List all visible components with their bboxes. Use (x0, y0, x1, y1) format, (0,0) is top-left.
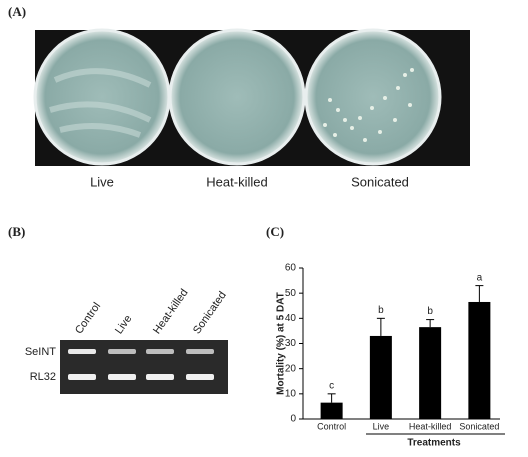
lane-label: Sonicated (191, 289, 229, 336)
band (68, 349, 96, 354)
error-bar (475, 285, 484, 302)
plate-label: Live (90, 174, 114, 189)
x-tick-label: Sonicated (459, 421, 499, 431)
gel (60, 340, 228, 394)
significance-letter: a (477, 272, 483, 283)
significance-letter: c (329, 380, 334, 391)
panel-label: (B) (8, 224, 25, 239)
colonies (323, 68, 414, 142)
bar (320, 402, 343, 419)
panel-label: (C) (266, 224, 284, 239)
band (146, 349, 174, 354)
error-bar (376, 317, 385, 336)
plate (304, 28, 442, 166)
y-tick-label: 20 (285, 363, 297, 374)
x-tick-label: Heat-killed (409, 421, 452, 431)
x-axis-label: Treatments (407, 438, 461, 449)
error-bar (426, 319, 435, 328)
row-label: SeINT (25, 346, 56, 358)
bar (468, 301, 491, 419)
lane-label: Heat-killed (151, 287, 191, 336)
y-axis-label: Mortality (%) at 5 DAT (276, 292, 287, 395)
bar (419, 327, 442, 419)
row-label: RL32 (30, 371, 56, 383)
plate (168, 28, 306, 166)
band (68, 374, 96, 380)
y-tick-label: 50 (285, 288, 297, 299)
x-tick-label: Control (317, 421, 346, 431)
plate-label: Sonicated (351, 174, 409, 189)
lane-label: Control (73, 300, 103, 336)
band (146, 374, 174, 380)
band (108, 349, 136, 354)
x-tick-label: Live (373, 421, 390, 431)
y-tick-label: 40 (285, 313, 297, 324)
bar (369, 335, 392, 419)
panel-label: (A) (8, 4, 26, 19)
significance-letter: b (427, 306, 433, 317)
plate (33, 28, 171, 166)
lane-label: Live (113, 313, 134, 336)
y-tick-label: 10 (285, 388, 297, 399)
y-tick-label: 30 (285, 338, 297, 349)
band (186, 374, 214, 380)
growth-streak (49, 68, 152, 138)
y-tick-label: 60 (285, 263, 297, 274)
band (186, 349, 214, 354)
band (108, 374, 136, 380)
plates (33, 28, 442, 166)
y-tick-label: 0 (290, 414, 296, 425)
error-bar (327, 393, 336, 403)
plate-label: Heat-killed (206, 174, 267, 189)
significance-letter: b (378, 305, 384, 316)
